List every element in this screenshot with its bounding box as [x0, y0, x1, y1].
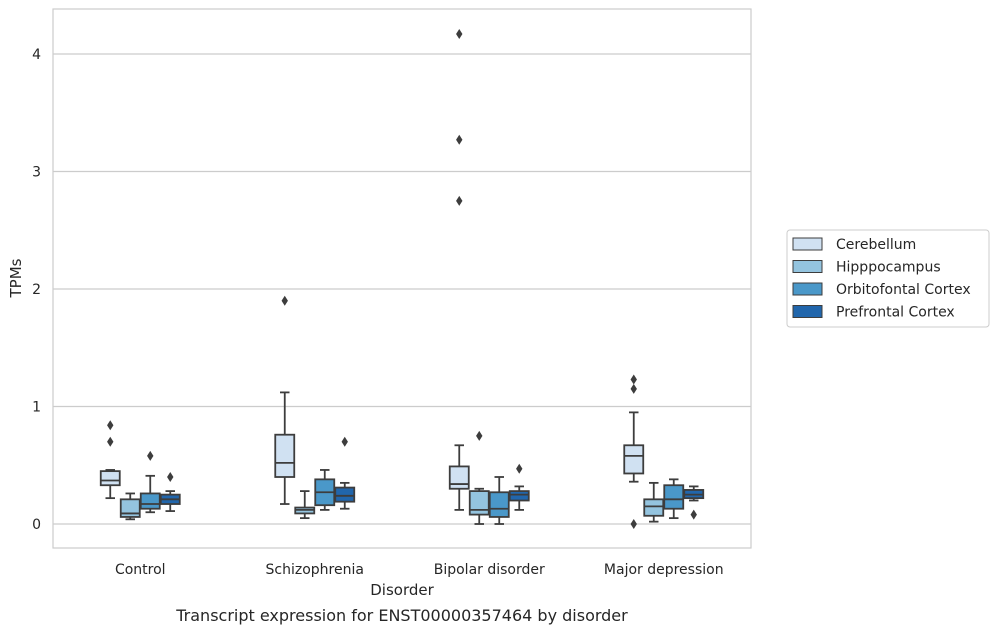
outlier-point — [476, 430, 483, 441]
legend: Cerebellum Hipppocampus Orbitofontal Corte… — [786, 229, 990, 328]
x-axis-title: Disorder — [370, 581, 434, 599]
plot-area-frame — [52, 8, 752, 549]
outlier-point — [690, 509, 697, 520]
outlier-point — [456, 29, 463, 40]
y-axis-title: TPMs — [7, 258, 25, 298]
legend-label: Cerebellum — [836, 237, 916, 253]
box-group — [274, 295, 296, 505]
outlier-point — [516, 463, 523, 474]
y-tick-label: 1 — [32, 400, 41, 416]
legend-swatch — [792, 260, 823, 273]
legend-label: Prefrontal Cortex — [836, 305, 955, 321]
outlier-point — [630, 519, 637, 529]
box-group — [663, 478, 685, 520]
box-group — [468, 430, 490, 525]
box-group — [159, 472, 181, 512]
x-tick-label: Bipolar disorder — [434, 562, 545, 578]
outlier-point — [281, 295, 288, 306]
box-group — [334, 436, 356, 510]
y-tick-label: 3 — [32, 165, 41, 181]
x-tick-label: Control — [115, 562, 166, 578]
legend-label: Orbitofontal Cortex — [836, 282, 971, 298]
box-group — [448, 29, 470, 511]
y-tick-label: 4 — [32, 47, 41, 63]
outlier-point — [630, 374, 637, 385]
box-group — [623, 374, 645, 529]
box-iqr — [508, 490, 530, 502]
box-iqr — [623, 444, 645, 475]
box-iqr — [334, 486, 356, 503]
legend-swatch — [792, 237, 823, 251]
box-group — [508, 463, 530, 511]
outlier-point — [107, 420, 114, 431]
box-group — [294, 490, 316, 520]
legend-label: Hipppocampus — [836, 260, 941, 276]
x-tick-label: Major depression — [604, 562, 724, 578]
outlier-point — [456, 134, 463, 145]
x-axis-ticks: Control Schizophrenia Bipolar disorder Majo… — [115, 562, 724, 578]
box-iqr — [663, 484, 685, 510]
outlier-point — [341, 436, 348, 447]
box-iqr — [448, 465, 470, 490]
box-iqr — [468, 490, 490, 516]
outlier-point — [107, 436, 114, 447]
box-iqr — [139, 492, 161, 510]
chart-caption: Transcript expression for ENST0000035746… — [175, 606, 628, 625]
outlier-point — [456, 195, 463, 206]
box-group — [488, 476, 510, 525]
box-iqr — [643, 498, 665, 517]
x-tick-label: Schizophrenia — [266, 562, 364, 578]
gridlines — [53, 53, 751, 525]
y-tick-label: 0 — [32, 517, 41, 533]
box-iqr — [274, 433, 296, 478]
y-axis-ticks: 0 1 2 3 4 — [32, 47, 41, 533]
box-group — [119, 492, 141, 521]
legend-swatch — [792, 282, 823, 296]
box-group — [643, 481, 665, 523]
box-iqr — [488, 491, 510, 518]
box-group — [683, 485, 705, 520]
y-tick-label: 2 — [32, 282, 41, 298]
boxes — [99, 29, 705, 529]
box-group — [99, 420, 121, 500]
outlier-point — [147, 450, 154, 461]
box-group — [314, 469, 336, 511]
box-iqr — [99, 470, 121, 487]
legend-swatch — [792, 305, 823, 318]
legend-frame — [786, 229, 990, 328]
outlier-point — [167, 472, 174, 482]
box-group — [139, 450, 161, 514]
outlier-point — [630, 383, 637, 394]
